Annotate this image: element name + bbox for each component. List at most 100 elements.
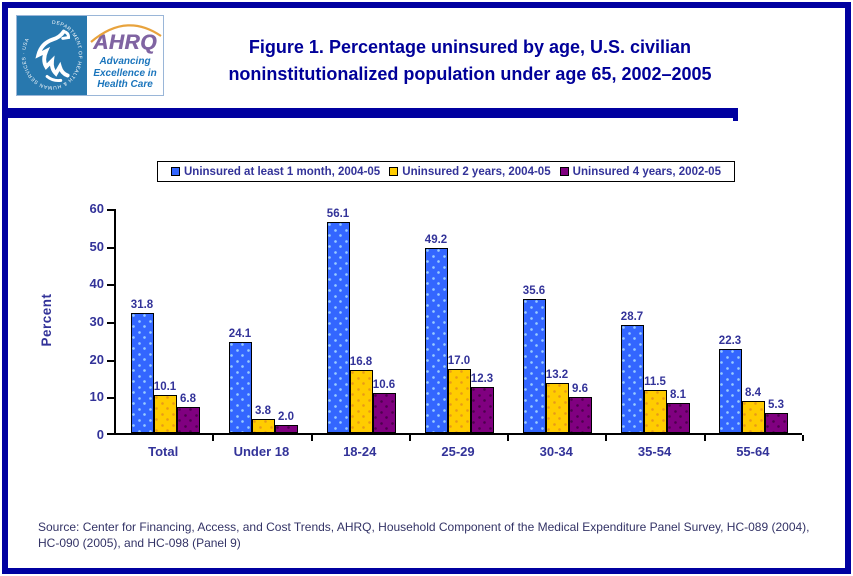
ahrq-tagline: Advancing Excellence in Health Care	[93, 56, 156, 91]
bar-value-label: 16.8	[349, 355, 373, 368]
hhs-eagle-icon: DEPARTMENT OF HEALTH & HUMAN SERVICES · …	[21, 20, 82, 91]
bar-wrapper: 11.5	[643, 376, 667, 433]
bar	[643, 389, 667, 433]
y-axis-tick	[107, 284, 115, 287]
bar-value-label: 5.3	[768, 399, 784, 412]
ahrq-logo-block: AHRQ Advancing Excellence in Health Care	[87, 16, 163, 95]
bar-wrapper: 10.6	[372, 379, 396, 433]
bar	[424, 247, 448, 433]
y-axis-tick-label: 10	[89, 389, 104, 405]
y-axis-tick-label: 60	[89, 201, 104, 216]
legend-entry: Uninsured 2 years, 2004-05	[389, 165, 551, 178]
bar-value-label: 28.7	[620, 310, 644, 323]
ahrq-wordmark: AHRQ	[93, 31, 157, 55]
hhs-ahrq-logo: DEPARTMENT OF HEALTH & HUMAN SERVICES · …	[16, 15, 164, 96]
legend-entry: Uninsured 4 years, 2002-05	[559, 165, 721, 178]
y-axis-tick	[107, 397, 115, 400]
bar-wrapper: 35.6	[522, 285, 546, 433]
bar-wrapper: 24.1	[228, 328, 252, 433]
bar-value-label: 8.1	[670, 388, 686, 401]
x-axis-category-label: 25-29	[441, 444, 475, 459]
y-axis-tick	[107, 246, 115, 249]
bar	[764, 413, 788, 433]
bar-value-label: 56.1	[326, 207, 350, 220]
ahrq-tagline-line: Health Care	[97, 79, 153, 91]
bar	[447, 368, 471, 433]
bar-group: 28.7 11.5 8.1	[606, 209, 704, 433]
x-axis-tick	[310, 435, 313, 441]
bar	[326, 221, 350, 433]
y-axis-tick-label: 30	[89, 314, 104, 329]
bar-value-label: 10.6	[372, 379, 396, 392]
x-axis-tick	[408, 435, 411, 441]
legend-label: Uninsured 2 years, 2004-05	[402, 165, 551, 178]
bar-value-label: 9.6	[572, 382, 588, 395]
bar	[274, 425, 298, 433]
bar	[349, 369, 373, 433]
x-axis-tick	[703, 435, 706, 441]
bar-groups: 31.8 10.1 6.8 24.1 3.8 2.0 56.1 16.8 10.6 49.2 17.…	[116, 208, 802, 433]
bar	[372, 393, 396, 433]
bar-wrapper: 17.0	[447, 355, 471, 433]
bar-wrapper: 12.3	[470, 373, 494, 433]
legend-label: Uninsured at least 1 month, 2004-05	[184, 165, 381, 178]
bar-wrapper: 16.8	[349, 356, 373, 433]
x-axis-category-label: 30-34	[539, 444, 573, 459]
bar-wrapper: 6.8	[176, 393, 200, 433]
x-axis-tick	[212, 435, 215, 441]
bar-wrapper: 28.7	[620, 311, 644, 433]
x-axis-tick	[802, 435, 804, 441]
y-axis-tick-label: 50	[89, 238, 104, 254]
bar	[130, 313, 154, 433]
y-axis-tick-label: 20	[89, 351, 104, 367]
bar-value-label: 49.2	[424, 233, 448, 246]
bar-group: 56.1 16.8 10.6	[312, 208, 410, 433]
y-axis-tick-label: 0	[96, 427, 104, 442]
bar	[470, 386, 494, 433]
plot-area: 0 10 20 30 40 50 60 31.8 10.1 6.8 24.1 3.8 2.0 56.1 16…	[90, 201, 804, 442]
bar-wrapper: 5.3	[764, 399, 788, 433]
y-axis-tick	[107, 322, 115, 324]
x-axis-category-label: Under 18	[233, 444, 290, 459]
x-axis-tick	[605, 435, 608, 441]
bar-value-label: 3.8	[255, 404, 271, 417]
bar-wrapper: 3.8	[251, 405, 275, 433]
bar	[545, 383, 569, 433]
y-axis-tick	[107, 209, 115, 211]
y-axis-tick	[107, 359, 115, 362]
x-axis-category-label: 18-24	[343, 444, 377, 459]
bar	[568, 396, 592, 433]
bar-group: 31.8 10.1 6.8	[116, 209, 214, 433]
bar-wrapper: 10.1	[153, 381, 177, 433]
bar	[522, 298, 546, 433]
bar-wrapper: 2.0	[274, 411, 298, 433]
bar-wrapper: 13.2	[545, 369, 569, 433]
legend-label: Uninsured 4 years, 2002-05	[572, 165, 721, 178]
bar-value-label: 24.1	[228, 328, 252, 341]
ahrq-tagline-line: Excellence in	[93, 67, 157, 79]
bar	[620, 324, 644, 433]
bar	[718, 349, 742, 433]
bar-value-label: 11.5	[644, 375, 666, 388]
legend-entry: Uninsured at least 1 month, 2004-05	[171, 166, 380, 178]
hhs-seal: DEPARTMENT OF HEALTH & HUMAN SERVICES · …	[17, 16, 87, 95]
bar-value-label: 13.2	[545, 369, 569, 382]
bar-wrapper: 8.4	[741, 387, 765, 433]
bar-value-label: 17.0	[447, 354, 471, 367]
bar	[741, 401, 765, 433]
x-axis-category-label: Total	[148, 444, 179, 459]
bar-wrapper: 22.3	[718, 335, 742, 433]
bar-value-label: 2.0	[278, 411, 294, 424]
x-axis-tick	[507, 435, 510, 441]
bar	[176, 407, 200, 433]
x-axis-category-labels: Total Under 18 18-24 25-29 30-34 35-54 55-64	[114, 444, 802, 459]
bar-wrapper: 8.1	[666, 389, 690, 433]
bar-value-label: 10.1	[153, 380, 177, 393]
bar	[153, 394, 177, 433]
bar-wrapper: 31.8	[130, 299, 154, 433]
legend-swatch-icon	[171, 167, 180, 176]
bar-value-label: 22.3	[718, 335, 742, 348]
bar-group: 35.6 13.2 9.6	[508, 209, 606, 433]
bar-wrapper: 56.1	[326, 208, 350, 433]
